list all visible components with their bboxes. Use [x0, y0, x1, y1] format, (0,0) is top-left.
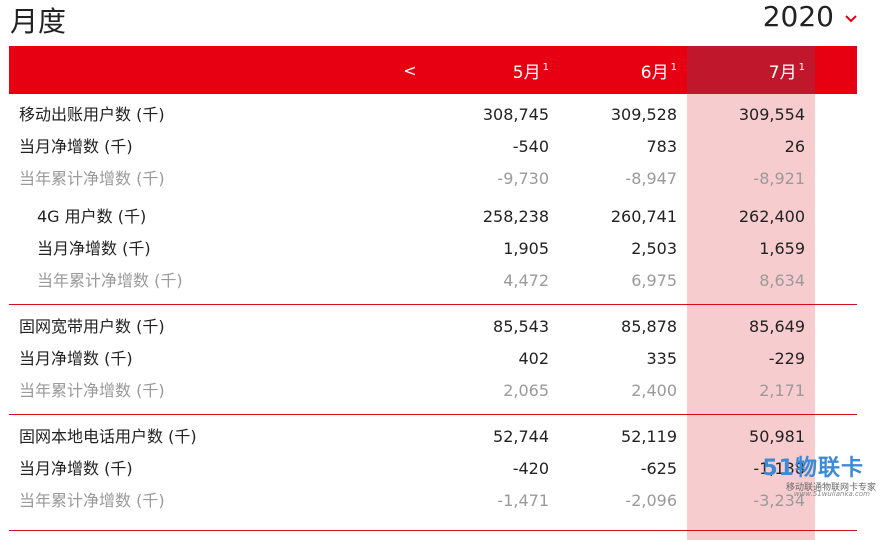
- cell-value: 1,659: [759, 239, 805, 258]
- row-label: 移动出账用户数 (千): [19, 105, 165, 124]
- column-month-label: 7月: [768, 62, 797, 83]
- row-label: 当年累计净增数 (千): [19, 491, 165, 510]
- chevron-down-icon: [844, 9, 858, 28]
- row-label: 当年累计净增数 (千): [19, 381, 165, 400]
- row-label: 当年累计净增数 (千): [37, 271, 183, 290]
- column-month-label: 5月: [512, 62, 541, 83]
- footnote-marker: 1: [798, 61, 805, 73]
- row-label: 4G 用户数 (千): [37, 207, 147, 226]
- watermark-main-text: 51物联卡: [762, 456, 864, 481]
- highlighted-column-background: [687, 94, 815, 540]
- row-label: 当月净增数 (千): [19, 459, 133, 478]
- cell-value: -8,921: [753, 169, 805, 188]
- cell-value: 85,649: [749, 317, 805, 336]
- cell-value: 2,065: [503, 381, 549, 400]
- table-row: 4G 用户数 (千) 258,238 260,741 262,400: [9, 201, 857, 233]
- row-label: 固网宽带用户数 (千): [19, 317, 165, 336]
- watermark-sub-text: 移动联通物联网卡专家: [785, 483, 876, 493]
- cell-value: 52,119: [621, 427, 677, 446]
- cell-value: -625: [640, 459, 677, 478]
- cell-value: -2,096: [625, 491, 677, 510]
- row-label: 当年累计净增数 (千): [19, 169, 165, 188]
- fixed-line-section: 固网本地电话用户数 (千) 52,744 52,119 50,981 当月净增数…: [9, 421, 857, 517]
- year-selector[interactable]: 2020: [763, 0, 858, 33]
- row-label: 当月净增数 (千): [19, 137, 133, 156]
- page-title: 月度: [10, 5, 67, 38]
- table-row: 当年累计净增数 (千) -9,730 -8,947 -8,921: [9, 163, 857, 195]
- cell-value: 258,238: [482, 207, 549, 226]
- column-header-july[interactable]: 7月 1: [685, 46, 805, 94]
- cell-value: 26: [784, 137, 805, 156]
- cell-value: 783: [646, 137, 677, 156]
- table-row: 当月净增数 (千) -420 -625 -1,138: [9, 453, 857, 485]
- cell-value: 402: [518, 349, 549, 368]
- table-row: 当月净增数 (千) 1,905 2,503 1,659: [9, 233, 857, 265]
- table-row: 当年累计净增数 (千) 2,065 2,400 2,171: [9, 375, 857, 407]
- row-label: 固网本地电话用户数 (千): [19, 427, 197, 446]
- cell-value: 262,400: [738, 207, 805, 226]
- table-row: 当月净增数 (千) 402 335 -229: [9, 343, 857, 375]
- table-row: 当年累计净增数 (千) -1,471 -2,096 -3,234: [9, 485, 857, 517]
- 4g-subsection: 4G 用户数 (千) 258,238 260,741 262,400 当月净增数…: [9, 195, 857, 297]
- highlighted-column-header: [687, 46, 815, 94]
- broadband-section: 固网宽带用户数 (千) 85,543 85,878 85,649 当月净增数 (…: [9, 311, 857, 407]
- footnote-marker: 1: [670, 61, 677, 73]
- cell-value: 85,878: [621, 317, 677, 336]
- footnote-marker: 1: [542, 61, 549, 73]
- table-row: 当年累计净增数 (千) 4,472 6,975 8,634: [9, 265, 857, 297]
- cell-value: -1,138: [753, 459, 805, 478]
- row-label: 当月净增数 (千): [19, 349, 133, 368]
- cell-value: 52,744: [493, 427, 549, 446]
- cell-value: -1,471: [497, 491, 549, 510]
- cell-value: 2,400: [631, 381, 677, 400]
- cell-value: -8,947: [625, 169, 677, 188]
- table-row: 当月净增数 (千) -540 783 26: [9, 131, 857, 163]
- column-header-may[interactable]: 5月 1: [429, 46, 549, 94]
- table-bottom-border: [9, 530, 857, 531]
- section-divider: [9, 414, 857, 415]
- year-value: 2020: [762, 0, 834, 33]
- cell-value: 309,554: [738, 105, 805, 124]
- section-divider: [9, 304, 857, 305]
- cell-value: -420: [512, 459, 549, 478]
- cell-value: 309,528: [610, 105, 677, 124]
- cell-value: 85,543: [493, 317, 549, 336]
- cell-value: -3,234: [753, 491, 805, 510]
- cell-value: 50,981: [749, 427, 805, 446]
- cell-value: 6,975: [631, 271, 677, 290]
- row-label: 当月净增数 (千): [37, 239, 151, 258]
- cell-value: 335: [646, 349, 677, 368]
- table-row: 固网本地电话用户数 (千) 52,744 52,119 50,981: [9, 421, 857, 453]
- column-header-june[interactable]: 6月 1: [557, 46, 677, 94]
- cell-value: 308,745: [482, 105, 549, 124]
- cell-value: 2,171: [759, 381, 805, 400]
- watermark-url: www.51wulianka.com: [793, 490, 870, 498]
- cell-value: 8,634: [759, 271, 805, 290]
- cell-value: 4,472: [503, 271, 549, 290]
- table-row: 移动出账用户数 (千) 308,745 309,528 309,554: [9, 99, 857, 131]
- cell-value: 1,905: [503, 239, 549, 258]
- prev-month-button[interactable]: <: [403, 60, 417, 80]
- cell-value: -9,730: [497, 169, 549, 188]
- watermark-logo: 51物联卡 移动联通物联网卡专家 www.51wulianka.com: [726, 438, 876, 498]
- column-month-label: 6月: [640, 62, 669, 83]
- mobile-section: 移动出账用户数 (千) 308,745 309,528 309,554 当月净增…: [9, 94, 857, 297]
- table-row: 固网宽带用户数 (千) 85,543 85,878 85,649: [9, 311, 857, 343]
- table-header: < 5月 1 6月 1 7月 1: [9, 46, 857, 94]
- data-table: < 5月 1 6月 1 7月 1 移动出账用户数 (千) 308,745 309,52…: [9, 46, 857, 517]
- cell-value: 260,741: [610, 207, 677, 226]
- cell-value: -540: [512, 137, 549, 156]
- cell-value: 2,503: [631, 239, 677, 258]
- cell-value: -229: [768, 349, 805, 368]
